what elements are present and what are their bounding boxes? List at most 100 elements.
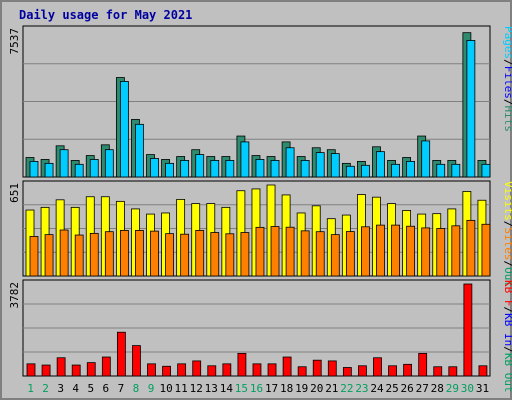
legend-segment: Files	[502, 66, 512, 99]
files-bar	[104, 149, 114, 178]
sites-bar	[466, 219, 476, 277]
day-tick-label: 29	[446, 382, 459, 395]
day-tick-label: 4	[72, 382, 79, 395]
sites-bar	[345, 231, 355, 277]
kbytes-bar	[448, 366, 458, 377]
sites-bar	[436, 228, 446, 277]
files-bar	[361, 164, 370, 178]
day-tick-label: 19	[295, 382, 308, 395]
panel-3-right-legend: KB F/KB In/KB Out	[502, 280, 512, 393]
kbytes-bar	[327, 360, 337, 377]
panel-2-right-legend: Visits/Sites/Out	[502, 181, 512, 287]
kbytes-bar	[252, 363, 262, 377]
files-bar	[255, 159, 265, 178]
files-bar	[165, 162, 174, 178]
sites-bar	[406, 225, 416, 277]
kbytes-bar	[177, 363, 187, 377]
sites-bar	[376, 224, 385, 277]
day-tick-label: 28	[431, 382, 444, 395]
day-tick-label: 27	[416, 382, 429, 395]
files-bar	[466, 40, 476, 178]
day-tick-label: 26	[401, 382, 414, 395]
panel-3-ymax-label: 3782	[8, 282, 21, 309]
kbytes-bar	[342, 367, 352, 377]
day-tick-label: 7	[118, 382, 125, 395]
legend-segment: Sites	[502, 227, 512, 260]
files-bar	[481, 163, 491, 178]
sites-bar	[270, 226, 280, 277]
kbytes-bar	[207, 365, 217, 377]
day-tick-label: 17	[265, 382, 278, 395]
day-tick-label: 5	[87, 382, 94, 395]
kbytes-bar	[222, 363, 232, 377]
panel-2-ymax-label: 651	[8, 183, 21, 203]
files-bar	[421, 140, 431, 178]
kbytes-bar	[26, 363, 36, 377]
kbytes-bar	[403, 363, 413, 377]
files-bar	[89, 159, 99, 178]
legend-segment: Visits	[502, 181, 512, 221]
legend-segment: Pages	[502, 26, 512, 59]
files-bar	[240, 141, 250, 178]
day-tick-label: 13	[205, 382, 218, 395]
sites-bar	[89, 232, 99, 277]
files-bar	[44, 162, 54, 178]
day-tick-label: 16	[250, 382, 263, 395]
legend-segment: Out	[502, 267, 512, 287]
files-bar	[195, 154, 205, 178]
day-tick-label: 31	[476, 382, 489, 395]
panel-1-right-legend: Pages/Files/Hits	[502, 26, 512, 132]
files-bar	[330, 153, 340, 178]
kbytes-bar	[86, 362, 96, 377]
legend-segment: KB F	[502, 280, 512, 307]
legend-segment: /	[502, 221, 512, 228]
sites-bar	[44, 234, 54, 277]
day-tick-label: 2	[42, 382, 49, 395]
sites-bar	[225, 233, 235, 277]
files-bar	[59, 149, 69, 178]
sites-bar	[119, 230, 129, 277]
legend-segment: /	[502, 59, 512, 66]
kbytes-bar	[71, 364, 81, 377]
kbytes-bar	[132, 345, 141, 377]
legend-segment: /	[502, 261, 512, 268]
legend-segment: KB In	[502, 313, 512, 346]
day-tick-label: 23	[355, 382, 368, 395]
day-tick-label: 25	[385, 382, 398, 395]
files-bar	[29, 160, 39, 178]
sites-bar	[29, 236, 39, 277]
kbytes-bar	[312, 359, 322, 377]
sites-bar	[315, 231, 325, 277]
kbytes-bar	[237, 352, 247, 377]
kbytes-bar	[116, 331, 126, 377]
kbytes-bar	[267, 363, 277, 377]
sites-bar	[285, 226, 295, 277]
day-tick-label: 30	[461, 382, 474, 395]
day-tick-label: 22	[340, 382, 353, 395]
day-tick-label: 10	[159, 382, 172, 395]
day-tick-label: 8	[133, 382, 140, 395]
day-tick-label: 15	[235, 382, 248, 395]
day-tick-label: 21	[325, 382, 338, 395]
sites-bar	[451, 225, 461, 277]
kbytes-bar	[147, 363, 156, 377]
kbytes-bar	[282, 356, 292, 377]
kbytes-bar	[358, 365, 367, 377]
day-tick-label: 1	[27, 382, 34, 395]
files-bar	[315, 152, 325, 178]
files-bar	[210, 160, 220, 178]
kbytes-bar	[192, 360, 202, 377]
legend-segment: /	[502, 307, 512, 314]
kbytes-bar	[162, 365, 171, 377]
files-bar	[74, 163, 84, 178]
sites-bar	[150, 230, 159, 277]
sites-bar	[74, 234, 84, 277]
files-bar	[119, 81, 129, 178]
day-tick-label: 20	[310, 382, 323, 395]
kbytes-bar	[56, 357, 66, 377]
sites-bar	[104, 231, 114, 277]
sites-bar	[300, 230, 310, 277]
sites-bar	[240, 232, 250, 277]
kbytes-bar	[297, 366, 307, 377]
